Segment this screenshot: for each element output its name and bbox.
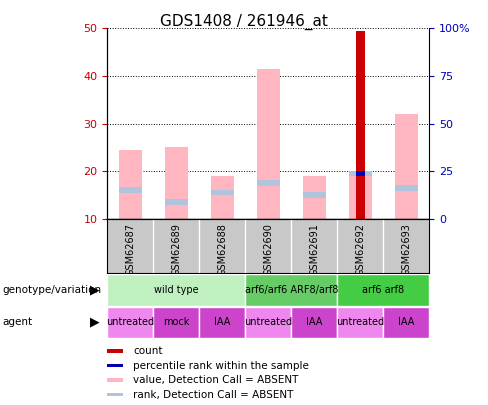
Text: GSM62689: GSM62689 (171, 223, 182, 276)
Text: arf6 arf8: arf6 arf8 (363, 285, 405, 295)
Bar (107, 350, 123, 353)
Bar (165, 147, 188, 219)
Bar (349, 171, 372, 176)
Text: untreated: untreated (244, 318, 292, 327)
Text: IAA: IAA (306, 318, 323, 327)
Bar (356, 171, 365, 176)
Bar (395, 114, 418, 219)
Text: GSM62691: GSM62691 (309, 223, 320, 276)
Text: ▶: ▶ (90, 284, 100, 296)
Bar (349, 173, 372, 219)
Bar (395, 185, 418, 191)
Bar (356, 31, 365, 219)
Text: percentile rank within the sample: percentile rank within the sample (133, 360, 309, 371)
FancyBboxPatch shape (200, 307, 245, 338)
FancyBboxPatch shape (384, 307, 429, 338)
Bar (119, 187, 142, 193)
Text: GSM62688: GSM62688 (217, 223, 227, 276)
Text: rank, Detection Call = ABSENT: rank, Detection Call = ABSENT (133, 390, 294, 399)
FancyBboxPatch shape (107, 274, 245, 306)
Text: GSM62687: GSM62687 (125, 223, 135, 276)
Bar (257, 180, 280, 186)
Bar (303, 176, 326, 219)
Text: arf6/arf6 ARF8/arf8: arf6/arf6 ARF8/arf8 (244, 285, 338, 295)
Text: GSM62693: GSM62693 (402, 223, 411, 276)
Text: GDS1408 / 261946_at: GDS1408 / 261946_at (160, 14, 328, 30)
Text: GSM62690: GSM62690 (264, 223, 273, 276)
Bar (107, 364, 123, 367)
Bar (211, 190, 234, 195)
FancyBboxPatch shape (107, 307, 153, 338)
Text: mock: mock (163, 318, 189, 327)
Text: wild type: wild type (154, 285, 199, 295)
Bar (257, 69, 280, 219)
Bar (165, 199, 188, 205)
Text: count: count (133, 346, 163, 356)
Bar (211, 176, 234, 219)
FancyBboxPatch shape (337, 307, 384, 338)
Bar (303, 192, 326, 198)
Bar (107, 378, 123, 382)
FancyBboxPatch shape (337, 274, 429, 306)
Bar (119, 150, 142, 219)
Text: value, Detection Call = ABSENT: value, Detection Call = ABSENT (133, 375, 299, 385)
FancyBboxPatch shape (245, 274, 337, 306)
Text: IAA: IAA (214, 318, 230, 327)
FancyBboxPatch shape (291, 307, 337, 338)
FancyBboxPatch shape (245, 307, 291, 338)
Text: ▶: ▶ (90, 316, 100, 329)
Text: untreated: untreated (106, 318, 154, 327)
Text: IAA: IAA (398, 318, 415, 327)
FancyBboxPatch shape (153, 307, 200, 338)
Text: GSM62692: GSM62692 (355, 223, 366, 276)
Text: untreated: untreated (336, 318, 385, 327)
Text: agent: agent (2, 318, 33, 327)
Bar (107, 393, 123, 396)
Text: genotype/variation: genotype/variation (2, 285, 102, 295)
